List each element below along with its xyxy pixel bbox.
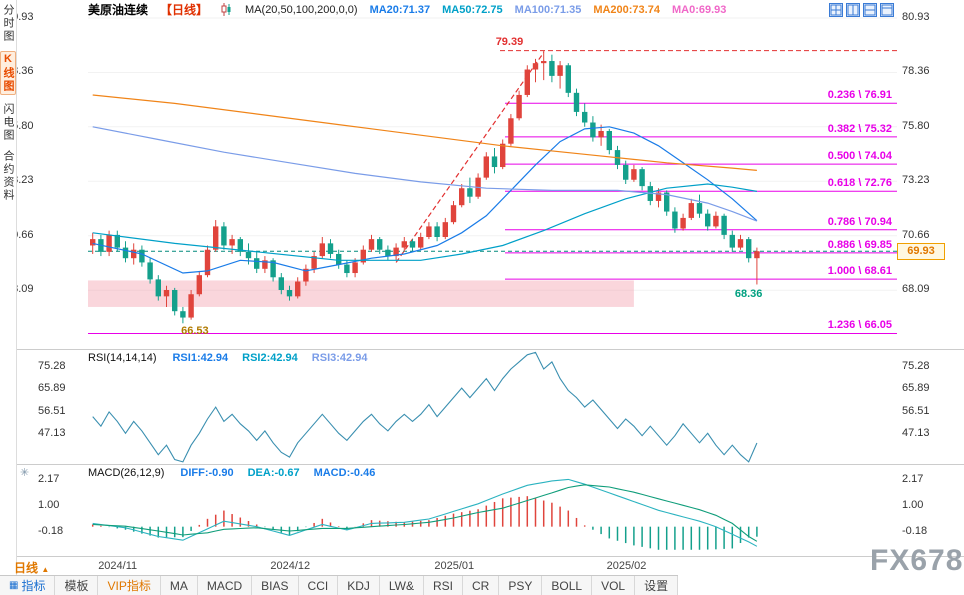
toolbar-tab-psy[interactable]: PSY <box>499 576 543 595</box>
toolbar-tab-boll[interactable]: BOLL <box>542 576 593 595</box>
toolbar-tab-label: 模板 <box>64 578 89 593</box>
macd-header: MACD(26,12,9) DIFF:-0.90 DEA:-0.67 MACD:-0… <box>88 467 375 479</box>
toolbar-tab-[interactable]: 设置 <box>635 576 679 595</box>
sidebar-tab-item[interactable]: 合约资料 <box>2 150 14 202</box>
ma-value-label: MA50:72.75 <box>442 3 503 16</box>
indicator-toolbar: ▦ 指标 模板 VIP指标 MA MACD BIAS CCI KDJ LW& RSI CR PSY BOL… <box>0 575 679 595</box>
chart-header: 美原油连续 【日线】 MA(20,50,100,200,0,0) MA20:71… <box>88 0 726 19</box>
ma-values: MA20:71.37 MA50:72.75 MA100:71.35 MA200:73.… <box>370 4 727 16</box>
layout-rows-icon[interactable] <box>863 3 877 17</box>
toolbar-tab-label: CR <box>472 578 490 593</box>
rsi-title: RSI(14,14,14) <box>88 352 157 364</box>
left-sidebar: 分时图 K线图闪电图合约资料 <box>0 0 17 594</box>
toolbar-tab-cr[interactable]: CR <box>463 576 500 595</box>
period-selector-label: 日线 <box>14 561 39 575</box>
toolbar-tab-vip[interactable]: VIP指标 <box>98 576 161 595</box>
rsi-values: RSI1:42.94 RSI2:42.94 RSI3:42.94 <box>172 352 367 364</box>
toolbar-tab-label: VOL <box>601 578 626 593</box>
layout-single-icon[interactable] <box>880 3 894 17</box>
toolbar-tab-ma[interactable]: MA <box>160 576 198 595</box>
toolbar-tab-kdj[interactable]: KDJ <box>338 576 380 595</box>
macd-value-label: DEA:-0.67 <box>247 467 300 479</box>
ma-value-label: MA20:71.37 <box>369 3 431 16</box>
sidebar-tab-item[interactable]: 闪电图 <box>2 103 14 142</box>
layout-icons <box>829 3 894 17</box>
toolbar-tab-[interactable]: ▦ 指标 <box>0 576 56 595</box>
toolbar-tab-rsi[interactable]: RSI <box>424 576 464 595</box>
ma-value-label: MA200:73.74 <box>593 3 660 16</box>
toolbar-tab-label: 设置 <box>644 578 669 593</box>
toolbar-tab-label: KDJ <box>347 578 370 593</box>
toolbar-tab-macd[interactable]: MACD <box>197 576 253 595</box>
toolbar-tab-label: BOLL <box>551 578 583 593</box>
toolbar-tab-label: 指标 <box>21 578 46 593</box>
toolbar-tab-cci[interactable]: CCI <box>298 576 339 595</box>
toolbar-tab-vol[interactable]: VOL <box>592 576 636 595</box>
toolbar-tab-label: BIAS <box>261 578 289 593</box>
rsi-header: RSI(14,14,14) RSI1:42.94 RSI2:42.94 RSI3:4… <box>88 352 367 364</box>
toolbar-tab-[interactable]: 模板 <box>55 576 99 595</box>
macd-value-label: DIFF:-0.90 <box>180 467 234 479</box>
ma-settings-label: MA(20,50,100,200,0,0) <box>245 3 358 16</box>
symbol-title: 美原油连续 <box>88 3 149 17</box>
toolbar-tab-bias[interactable]: BIAS <box>252 576 299 595</box>
period-selector[interactable]: 日线 ▲ <box>14 559 49 576</box>
toolbar-tab-label: RSI <box>433 578 454 593</box>
candlestick-icon[interactable] <box>220 3 233 16</box>
toolbar-tab-label: MA <box>169 578 188 593</box>
ma-value-label: MA100:71.35 <box>514 3 582 16</box>
chevron-up-icon: ▲ <box>41 565 50 574</box>
macd-title: MACD(26,12,9) <box>88 467 165 479</box>
rsi-value-label: RSI1:42.94 <box>172 352 229 364</box>
toolbar-tab-lw[interactable]: LW& <box>379 576 424 595</box>
ma-value-label: MA0:69.93 <box>671 3 727 16</box>
rsi-value-label: RSI2:42.94 <box>242 352 298 364</box>
toolbar-tab-label: MACD <box>206 578 243 593</box>
period-tag[interactable]: 【日线】 <box>160 3 209 17</box>
layout-grid-icon[interactable] <box>829 3 843 17</box>
macd-values: DIFF:-0.90 DEA:-0.67 MACD:-0.46 <box>180 467 375 479</box>
current-price-badge: 69.93 <box>897 243 945 261</box>
indicator-grid-icon: ▦ <box>9 579 19 591</box>
sidebar-tab-active[interactable]: K线图 <box>0 51 16 95</box>
macd-value-label: MACD:-0.46 <box>313 467 376 479</box>
layout-columns-icon[interactable] <box>846 3 860 17</box>
rsi-value-label: RSI3:42.94 <box>311 352 368 364</box>
toolbar-tab-label: CCI <box>307 578 329 593</box>
toolbar-tab-label: PSY <box>508 578 533 593</box>
toolbar-tab-label: VIP指标 <box>107 578 151 593</box>
sidebar-tab-item[interactable]: 分时图 <box>2 4 14 43</box>
indicator-star-icon[interactable]: ✳ <box>20 467 30 479</box>
toolbar-tab-label: LW& <box>388 578 414 593</box>
